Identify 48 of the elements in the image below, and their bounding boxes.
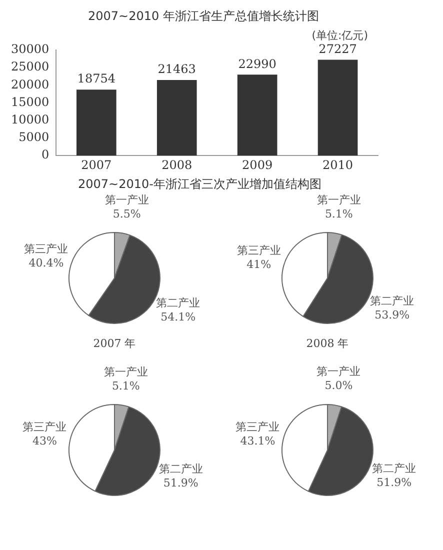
- x-tick-label: 2008: [162, 158, 192, 172]
- data-label: 43%: [32, 434, 57, 448]
- slice-label: 第一产业: [316, 365, 361, 378]
- data-label: 53.9%: [374, 308, 410, 322]
- data-label: 22990: [238, 56, 276, 71]
- slice-label: 第三产业: [236, 420, 280, 434]
- slice-label: 第三产业: [22, 420, 67, 434]
- data-label: 5.1%: [324, 207, 353, 220]
- chart-title: 2007~2010 年浙江省生产总值增长统计图: [87, 8, 320, 25]
- y-tick-label: 30000: [10, 42, 50, 56]
- data-label: 5.0%: [324, 379, 353, 392]
- slice-label: 第一产业: [104, 193, 149, 206]
- data-label: 21463: [158, 62, 196, 76]
- slice-label: 第二产业: [370, 294, 414, 308]
- data-label: 41%: [246, 258, 272, 271]
- bar: [156, 80, 197, 156]
- y-tick-label: 10000: [10, 112, 50, 127]
- data-label: 54.1%: [160, 310, 196, 324]
- data-label: 43.1%: [240, 434, 276, 448]
- data-label: 40.4%: [28, 256, 64, 270]
- bar: [318, 60, 358, 156]
- x-tick-label: 2009: [242, 158, 273, 172]
- data-label: 5.5%: [112, 207, 141, 220]
- bar: [76, 90, 116, 156]
- text: (单位:亿元): [312, 28, 368, 43]
- y-tick-label: 25000: [10, 60, 50, 74]
- x-tick-label: 2007: [81, 158, 112, 172]
- x-tick-label: 2010: [322, 158, 354, 172]
- data-label: 51.9%: [163, 476, 198, 490]
- y-tick-label: 5000: [18, 130, 50, 144]
- y-tick-label: 0: [42, 148, 50, 162]
- slice-label: 第二产业: [156, 296, 200, 310]
- data-label: 27227: [318, 42, 357, 56]
- data-label: 5.1%: [112, 379, 140, 392]
- slice-label: 第二产业: [158, 462, 203, 476]
- slice-label: 第二产业: [372, 462, 416, 475]
- text: 2007 年: [92, 336, 137, 350]
- slice-label: 第一产业: [104, 365, 148, 378]
- slice-label: 第三产业: [236, 244, 281, 257]
- bar: [237, 74, 278, 156]
- y-tick-label: 20000: [10, 77, 50, 92]
- slice-label: 第一产业: [316, 193, 361, 206]
- slice-label: 第三产业: [24, 242, 68, 256]
- data-label: 18754: [77, 72, 116, 86]
- chart-title: 2007~2010-年浙江省三次产业增加值结构图: [77, 176, 322, 191]
- y-tick-label: 15000: [10, 94, 50, 109]
- data-label: 51.9%: [376, 476, 412, 489]
- text: 2008 年: [305, 336, 350, 350]
